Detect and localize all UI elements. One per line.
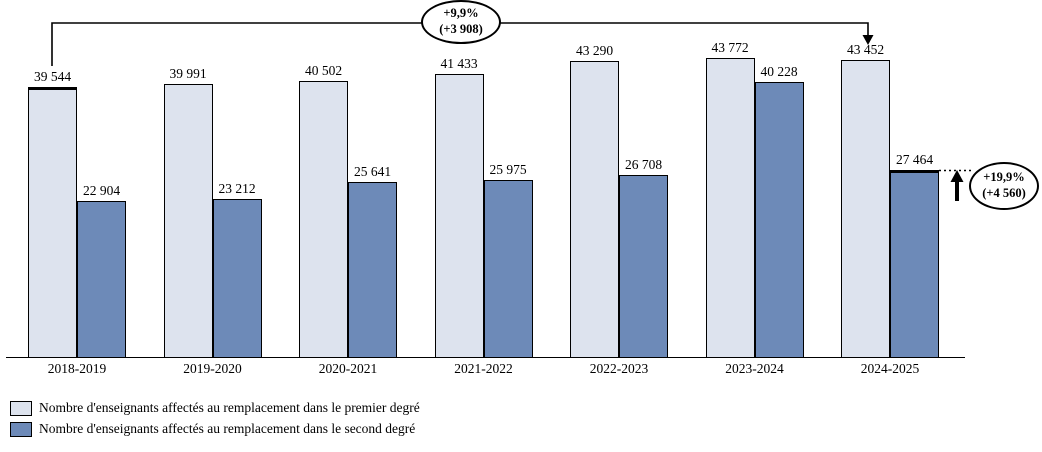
arrow-up-icon (950, 170, 964, 182)
bar-premier-degre-2018-2019 (28, 87, 77, 357)
legend-label-premier-degre: Nombre d'enseignants affectés au remplac… (39, 400, 420, 415)
annotation-delta: (+3 908) (439, 22, 483, 36)
value-label-second-degre-2022-2023: 26 708 (624, 156, 663, 172)
annotation-bubble-premier-degre: +9,9% (+3 908) (421, 0, 501, 44)
legend-swatch-second-degre (10, 421, 32, 437)
value-label-second-degre-2021-2022: 25 975 (489, 161, 527, 177)
annotation-percent: +9,9% (443, 6, 479, 21)
x-axis-label-2018-2019: 2018-2019 (47, 361, 107, 376)
value-label-second-degre-2020-2021: 25 641 (353, 163, 392, 179)
value-label-second-degre-2023-2024: 40 228 (760, 64, 798, 80)
x-axis-label-2020-2021: 2020-2021 (318, 361, 378, 376)
bar-premier-degre-2019-2020 (163, 83, 213, 357)
x-axis-label-2024-2025: 2024-2025 (860, 361, 920, 376)
value-label-premier-degre-2022-2023: 43 290 (575, 43, 614, 59)
bar-premier-degre-2020-2021 (299, 80, 348, 357)
value-label-premier-degre-2018-2019: 39 544 (33, 69, 72, 84)
x-axis-label-2021-2022: 2021-2022 (454, 361, 513, 376)
bar-second-degre-2021-2022 (483, 179, 533, 357)
value-label-premier-degre-2023-2024: 43 772 (711, 40, 749, 56)
bar-second-degre-2023-2024 (754, 82, 804, 357)
annotation-percent: +19,9% (983, 170, 1025, 185)
bar-second-degre-2018-2019 (77, 200, 126, 357)
legend-label-second-degre: Nombre d'enseignants affectés au remplac… (39, 421, 416, 436)
value-label-premier-degre-2024-2025: 43 452 (846, 42, 885, 58)
annotation-bubble-second-degre: +19,9% (+4 560) (969, 162, 1039, 210)
legend-swatch-premier-degre (10, 400, 32, 416)
x-axis-label-2019-2020: 2019-2020 (183, 361, 242, 376)
legend-item-premier-degre: Nombre d'enseignants affectés au remplac… (10, 400, 420, 416)
bar-premier-degre-2024-2025 (841, 60, 890, 357)
bar-second-degre-2024-2025 (890, 169, 939, 357)
bar-second-degre-2020-2021 (348, 181, 397, 357)
value-label-premier-degre-2021-2022: 41 433 (440, 56, 478, 72)
x-axis-label-2022-2023: 2022-2023 (589, 361, 649, 376)
bar-premier-degre-2021-2022 (434, 74, 484, 357)
x-axis-line (6, 357, 965, 358)
bar-premier-degre-2023-2024 (705, 58, 755, 357)
bar-premier-degre-2022-2023 (570, 61, 619, 357)
legend: Nombre d'enseignants affectés au remplac… (10, 400, 420, 442)
annotation-delta: (+4 560) (982, 186, 1026, 200)
bar-second-degre-2022-2023 (619, 174, 668, 357)
bar-second-degre-2019-2020 (212, 198, 262, 357)
value-label-second-degre-2019-2020: 23 212 (218, 180, 256, 196)
value-label-premier-degre-2020-2021: 40 502 (304, 62, 343, 78)
value-label-second-degre-2024-2025: 27 464 (895, 151, 934, 167)
value-label-second-degre-2018-2019: 22 904 (82, 182, 121, 198)
value-label-premier-degre-2019-2020: 39 991 (169, 65, 207, 81)
x-axis-label-2023-2024: 2023-2024 (725, 361, 784, 376)
legend-item-second-degre: Nombre d'enseignants affectés au remplac… (10, 421, 420, 437)
